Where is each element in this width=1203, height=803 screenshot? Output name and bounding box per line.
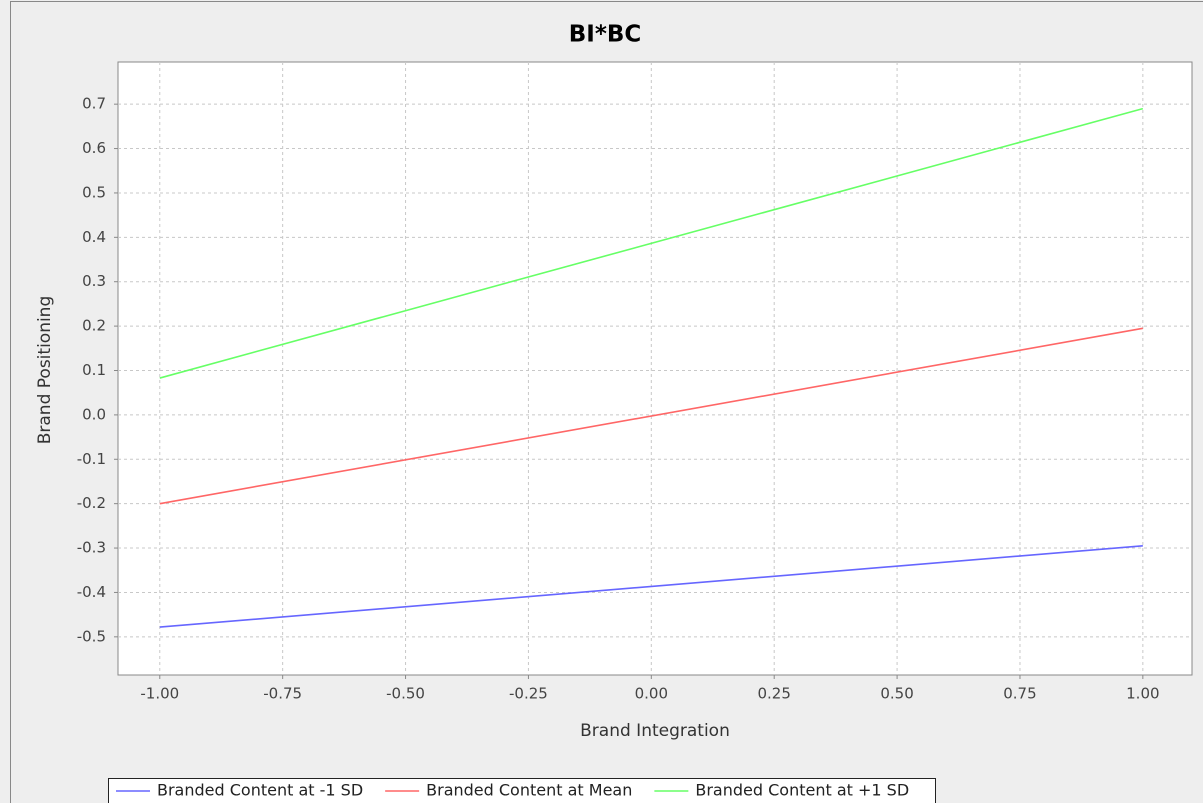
y-axis-label: Brand Positioning — [35, 296, 55, 445]
plot-area — [117, 61, 1193, 676]
y-tick-label: 0.2 — [82, 317, 106, 335]
legend — [108, 778, 936, 803]
x-tick-label: 0.75 — [1003, 685, 1036, 703]
y-tick-label: -0.3 — [77, 539, 106, 557]
y-tick-label: 0.5 — [82, 183, 106, 201]
x-tick-label: -1.00 — [140, 685, 179, 703]
x-tick-label: -0.25 — [509, 685, 548, 703]
x-tick-label: 0.25 — [757, 685, 790, 703]
y-tick-label: -0.4 — [77, 583, 106, 601]
x-tick-label: 1.00 — [1126, 685, 1159, 703]
legend-label: Branded Content at Mean — [426, 781, 632, 800]
x-tick-label: 0.50 — [880, 685, 913, 703]
x-tick-label: 0.00 — [635, 685, 668, 703]
y-tick-label: 0.4 — [82, 228, 106, 246]
y-tick-label: 0.1 — [82, 361, 106, 379]
series-line — [159, 107, 1144, 379]
y-tick-label: 0.3 — [82, 272, 106, 290]
y-tick-label: 0.0 — [82, 405, 106, 423]
y-tick-label: -0.1 — [77, 450, 106, 468]
y-tick-label: 0.7 — [82, 95, 106, 113]
y-tick-label: 0.6 — [82, 139, 106, 157]
legend-label: Branded Content at +1 SD — [695, 781, 909, 800]
x-tick-label: -0.50 — [386, 685, 425, 703]
chart-title: BI*BC — [569, 22, 642, 48]
legend-label: Branded Content at -1 SD — [157, 781, 363, 800]
x-axis-label: Brand Integration — [580, 721, 730, 741]
y-tick-label: -0.2 — [77, 494, 106, 512]
y-tick-label: -0.5 — [77, 627, 106, 645]
series-line — [159, 327, 1143, 505]
series-line — [159, 545, 1143, 628]
x-tick-label: -0.75 — [263, 685, 302, 703]
